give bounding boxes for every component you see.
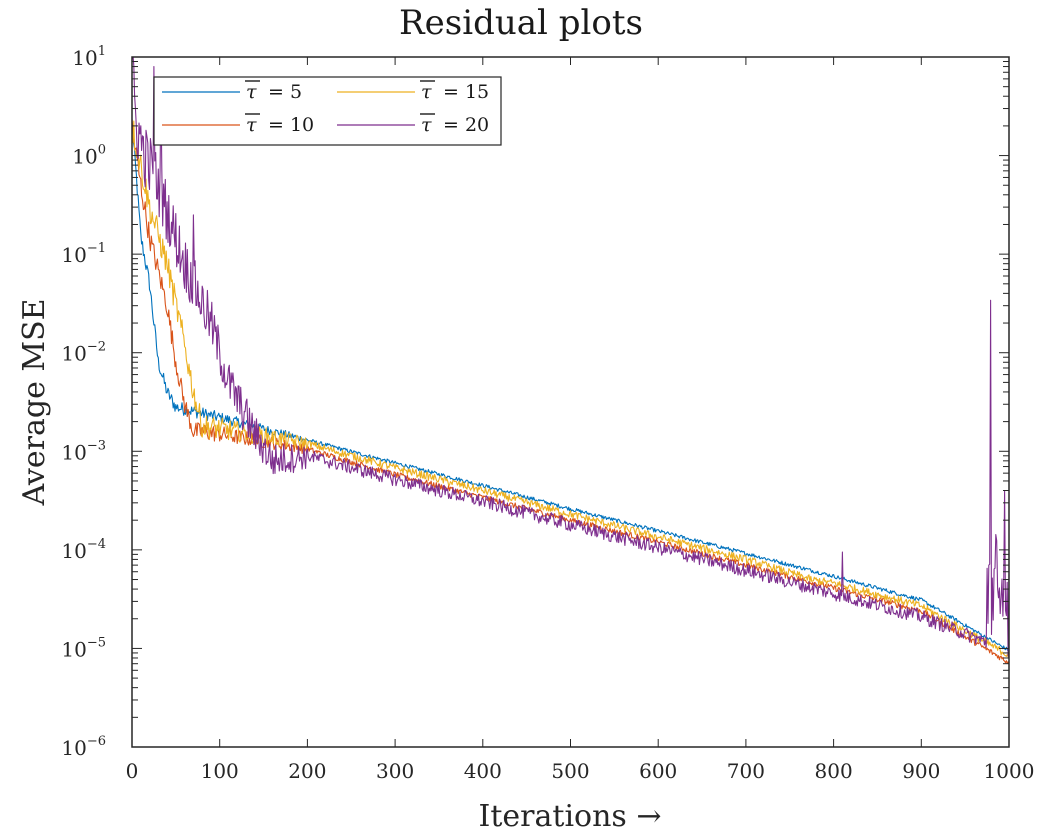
x-axis-ticks: 0 100 200 300 400 500 600 700 800 900 1000 [126, 57, 1035, 783]
legend-item: τ = 10 [162, 113, 314, 136]
series-group [132, 57, 1009, 665]
plot-area: 0 100 200 300 400 500 600 700 800 900 1000 1011001… [61, 44, 1034, 783]
legend-tau-symbol: τ [246, 114, 257, 136]
legend-label: = 20 [443, 114, 489, 136]
x-tick-label: 800 [815, 759, 853, 783]
chart-title: Residual plots [399, 3, 643, 43]
x-tick-label: 1000 [984, 759, 1035, 783]
axes-box [131, 56, 1010, 748]
series-line-tau-10 [132, 119, 1009, 665]
legend-item: τ = 5 [162, 80, 302, 103]
legend: τ = 5 τ = 10 τ = 15 τ = 20 [153, 76, 502, 146]
y-tick-label: 10−4 [61, 537, 106, 563]
y-tick-label: 10−2 [61, 340, 106, 366]
series-line-tau-20 [132, 57, 1009, 657]
y-tick-label: 10−5 [61, 635, 106, 661]
legend-tau-symbol: τ [246, 81, 257, 103]
x-tick-label: 900 [902, 759, 940, 783]
legend-box [153, 76, 502, 146]
x-tick-label: 700 [727, 759, 765, 783]
x-axis-label: Iterations → [479, 799, 662, 834]
x-tick-label: 600 [639, 759, 677, 783]
legend-label: = 15 [443, 81, 489, 103]
y-tick-label: 100 [72, 143, 106, 169]
y-axis-ticks: 101 100 10−1 10−2 10−3 10−4 10−5 10−6 [61, 44, 1009, 760]
x-tick-label: 200 [288, 759, 326, 783]
y-tick-label: 10−3 [61, 438, 106, 464]
y-tick-label: 10−1 [61, 241, 106, 267]
y-tick-label: 101 [72, 44, 106, 70]
legend-label: = 5 [268, 81, 302, 103]
legend-label: = 10 [268, 114, 314, 136]
y-tick-label: 10−6 [61, 734, 106, 760]
series-line-tau-15 [132, 120, 1009, 658]
legend-item: τ = 20 [337, 113, 489, 136]
x-tick-label: 500 [551, 759, 589, 783]
x-tick-label: 400 [464, 759, 502, 783]
legend-tau-symbol: τ [421, 81, 432, 103]
y-axis-label: Average MSE [17, 298, 52, 506]
legend-tau-symbol: τ [421, 114, 432, 136]
series-line-tau-5 [132, 123, 1009, 652]
x-tick-label: 100 [201, 759, 239, 783]
legend-item: τ = 15 [337, 80, 489, 103]
x-tick-label: 0 [126, 759, 139, 783]
x-tick-label: 300 [376, 759, 414, 783]
